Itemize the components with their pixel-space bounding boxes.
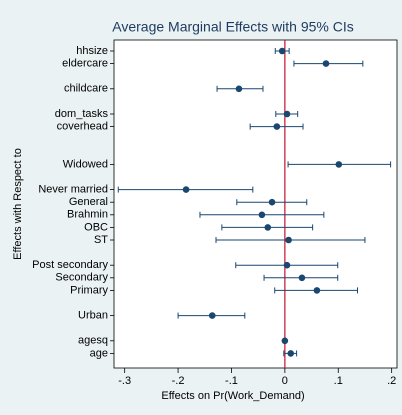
point-estimate [283,261,291,269]
point-estimate [182,186,190,193]
point-estimate [335,161,343,168]
point-estimate [322,60,330,67]
y-tick-label: age [90,347,108,359]
point-estimate [273,123,281,130]
x-tick-label: .1 [334,375,343,387]
point-estimate [235,85,243,93]
point-estimate [283,110,291,118]
point-estimate [285,236,292,244]
point-estimate [208,312,216,319]
point-estimate [298,274,306,282]
y-tick-label: dom_tasks [55,108,109,120]
y-tick-label: General [69,196,108,208]
y-tick-label: Primary [70,284,108,296]
y-tick-label: hhsize [76,45,108,57]
y-tick-label: ST [94,234,108,246]
x-tick-label: 0 [282,375,288,387]
x-tick-label: -.2 [172,375,185,387]
y-tick-label: childcare [64,83,108,95]
point-estimate [264,224,272,231]
y-tick-label: Brahmin [67,209,108,221]
point-estimate [281,337,289,345]
point-estimate [287,350,295,357]
point-estimate [313,287,321,294]
x-tick-label: -.3 [118,375,131,387]
y-tick-label: Never married [38,184,108,196]
y-tick-label: Post secondary [32,259,108,271]
x-tick-label: .2 [387,375,396,387]
chart-title: Average Marginal Effects with 95% CIs [112,19,354,35]
y-tick-label: eldercare [62,58,108,70]
y-tick-label: agesq [78,335,108,347]
y-tick-label: Secondary [55,272,108,284]
point-estimate [278,47,286,55]
x-tick-label: -.1 [225,375,238,387]
y-axis-title: Effects with Respect to [12,148,24,260]
y-tick-label: OBC [84,221,108,233]
x-axis-title: Effects on Pr(Work_Demand) [161,390,304,402]
point-estimate [268,198,276,206]
y-tick-label: coverhead [57,121,108,133]
y-tick-label: Widowed [63,158,108,170]
plot-area [113,39,398,369]
y-tick-label: Urban [78,310,108,322]
point-estimate [258,211,266,219]
